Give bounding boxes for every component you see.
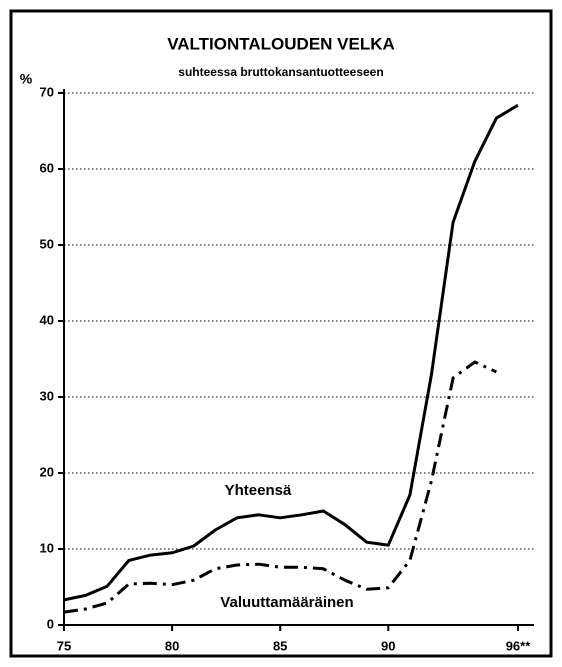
- frame: [9, 9, 553, 658]
- y-tick-label: 30: [40, 388, 54, 403]
- x-tick-label: 80: [165, 638, 179, 653]
- series-line: [63, 103, 519, 602]
- y-tick-label: 0: [47, 616, 54, 631]
- y-tick-label: 70: [40, 84, 54, 99]
- y-axis-label: %: [20, 71, 33, 87]
- y-tick-label: 10: [40, 540, 54, 555]
- series-label: Valuuttamääräinen: [220, 594, 353, 611]
- y-tick-label: 50: [40, 236, 54, 251]
- x-tick-label: 85: [273, 638, 287, 653]
- y-tick-label: 20: [40, 464, 54, 479]
- y-tick-label: 40: [40, 312, 54, 327]
- series-label: Yhteensä: [225, 482, 292, 499]
- chart-subtitle: suhteessa bruttokansantuotteeseen: [178, 65, 383, 79]
- y-tick-label: 60: [40, 160, 54, 175]
- chart-title: VALTIONTALOUDEN VELKA: [167, 34, 395, 53]
- x-tick-label: 90: [381, 638, 395, 653]
- series-line: [63, 360, 498, 614]
- x-tick-label: 96**: [506, 638, 532, 653]
- x-tick-label: 75: [57, 638, 71, 653]
